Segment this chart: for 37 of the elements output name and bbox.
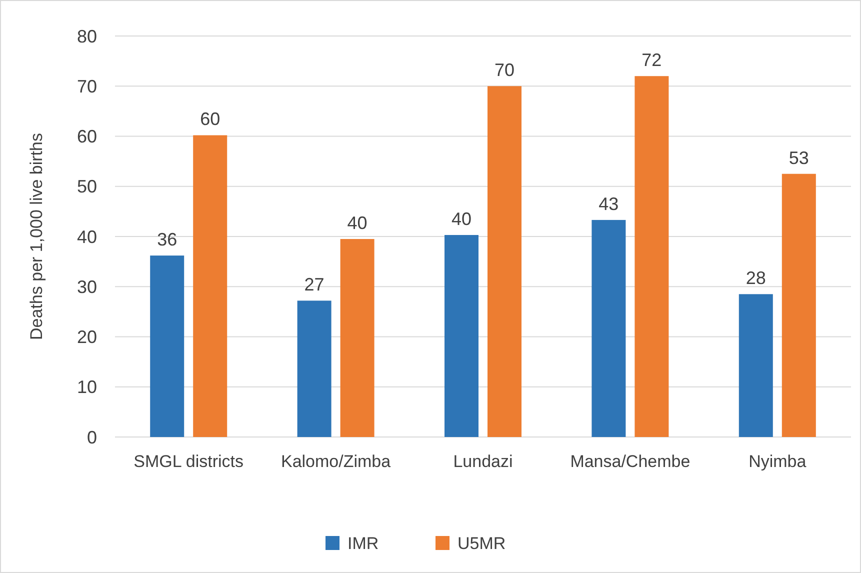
y-tick-label: 20 xyxy=(76,327,97,348)
data-label: 53 xyxy=(788,148,809,168)
legend-label: IMR xyxy=(348,534,379,553)
bar xyxy=(444,234,478,437)
legend-label: U5MR xyxy=(458,534,506,553)
y-tick-label: 10 xyxy=(76,377,97,398)
x-tick-label: Lundazi xyxy=(453,452,513,471)
x-tick-label: Kalomo/Zimba xyxy=(280,452,392,471)
bar xyxy=(340,239,374,437)
data-label: 70 xyxy=(494,60,515,80)
x-tick-label: Nyimba xyxy=(748,452,807,471)
y-tick-label: 0 xyxy=(86,427,97,448)
data-label: 72 xyxy=(642,50,662,70)
y-tick-label: 40 xyxy=(76,226,97,247)
data-label: 40 xyxy=(451,208,472,229)
data-label: 28 xyxy=(746,268,766,288)
y-axis-title: Deaths per 1,000 live births xyxy=(27,133,46,340)
bar xyxy=(297,300,332,437)
y-tick-label: 80 xyxy=(76,26,97,46)
y-tick-label: 30 xyxy=(76,276,97,297)
bar xyxy=(634,76,669,437)
data-label: 40 xyxy=(347,213,368,234)
bar xyxy=(738,294,773,437)
bar xyxy=(782,174,816,437)
bar xyxy=(150,256,184,437)
bar xyxy=(193,135,228,437)
data-label: 36 xyxy=(157,230,178,250)
x-tick-label: Mansa/Chembe xyxy=(570,452,690,471)
bar xyxy=(488,86,522,437)
data-label: 60 xyxy=(200,109,220,130)
data-label: 43 xyxy=(598,194,619,214)
x-tick-label: SMGL districts xyxy=(134,452,244,471)
y-tick-label: 50 xyxy=(76,176,97,197)
y-tick-label: 70 xyxy=(76,76,97,96)
bar xyxy=(592,220,626,437)
data-label: 27 xyxy=(304,274,324,295)
y-tick-label: 60 xyxy=(76,126,97,147)
